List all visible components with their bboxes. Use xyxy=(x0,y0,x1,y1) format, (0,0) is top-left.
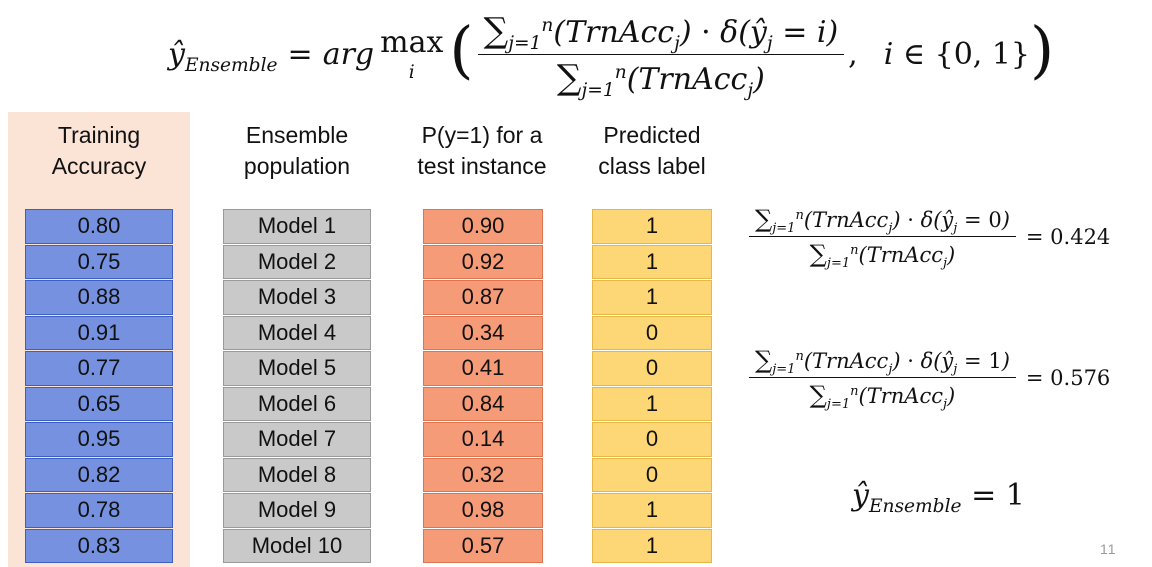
model-cell: Model 5 xyxy=(223,351,371,386)
predicted-cell: 1 xyxy=(592,280,712,315)
predicted-cell: 0 xyxy=(592,422,712,457)
page-number: 11 xyxy=(1100,541,1117,557)
probability-cell: 0.92 xyxy=(423,244,543,279)
model-cell: Model 2 xyxy=(223,244,371,279)
probability-cell: 0.34 xyxy=(423,315,543,350)
accuracy-cell: 0.88 xyxy=(25,280,173,315)
accuracy-cell: 0.75 xyxy=(25,244,173,279)
model-cell: Model 1 xyxy=(223,209,371,244)
predicted-cell: 1 xyxy=(592,386,712,421)
accuracy-cell: 0.77 xyxy=(25,351,173,386)
predicted-cell: 0 xyxy=(592,351,712,386)
accuracy-cell: 0.80 xyxy=(25,209,173,244)
predicted-cell: 1 xyxy=(592,493,712,528)
predicted-column: 1 1 1 0 0 1 0 0 1 1 xyxy=(592,209,712,564)
probability-cell: 0.14 xyxy=(423,422,543,457)
probability-cell: 0.98 xyxy=(423,493,543,528)
accuracy-cell: 0.95 xyxy=(25,422,173,457)
probability-cell: 0.90 xyxy=(423,209,543,244)
probability-cell: 0.84 xyxy=(423,386,543,421)
model-cell: Model 6 xyxy=(223,386,371,421)
probability-cell: 0.41 xyxy=(423,351,543,386)
class1-score-value: = 0.576 xyxy=(1025,365,1111,390)
model-column: Model 1 Model 2 Model 3 Model 4 Model 5 … xyxy=(223,209,371,564)
predicted-cell: 1 xyxy=(592,209,712,244)
predicted-cell: 1 xyxy=(592,528,712,563)
class1-score-equation: ∑j=1n(TrnAccj) · δ(ŷj = 1) ∑j=1n(TrnAccj… xyxy=(745,346,1111,411)
accuracy-cell: 0.82 xyxy=(25,457,173,492)
accuracy-column: 0.80 0.75 0.88 0.91 0.77 0.65 0.95 0.82 … xyxy=(25,209,173,564)
probability-cell: 0.32 xyxy=(423,457,543,492)
class0-score-value: = 0.424 xyxy=(1025,224,1111,249)
probability-column: 0.90 0.92 0.87 0.34 0.41 0.84 0.14 0.32 … xyxy=(423,209,543,564)
predicted-cell: 1 xyxy=(592,244,712,279)
accuracy-cell: 0.83 xyxy=(25,528,173,563)
class0-score-equation: ∑j=1n(TrnAccj) · δ(ŷj = 0) ∑j=1n(TrnAccj… xyxy=(745,205,1111,270)
accuracy-header: Training Accuracy xyxy=(51,122,147,179)
predicted-cell: 0 xyxy=(592,457,712,492)
predicted-cell: 0 xyxy=(592,315,712,350)
accuracy-cell: 0.65 xyxy=(25,386,173,421)
accuracy-cell: 0.78 xyxy=(25,493,173,528)
model-cell: Model 3 xyxy=(223,280,371,315)
final-prediction: ŷEnsemble = 1 xyxy=(852,478,1025,517)
model-cell: Model 8 xyxy=(223,457,371,492)
predicted-header: Predicted class label xyxy=(598,122,706,179)
probability-header: P(y=1) for a test instance xyxy=(417,122,547,179)
model-cell: Model 9 xyxy=(223,493,371,528)
ensemble-formula: ŷEnsemble = arg max i ( ∑j=1n(TrnAccj) · … xyxy=(168,10,1055,101)
model-cell: Model 4 xyxy=(223,315,371,350)
probability-cell: 0.57 xyxy=(423,528,543,563)
model-cell: Model 10 xyxy=(223,528,371,563)
model-cell: Model 7 xyxy=(223,422,371,457)
accuracy-cell: 0.91 xyxy=(25,315,173,350)
final-prediction-value: = 1 xyxy=(971,478,1025,513)
probability-cell: 0.87 xyxy=(423,280,543,315)
population-header: Ensemble population xyxy=(243,122,351,179)
